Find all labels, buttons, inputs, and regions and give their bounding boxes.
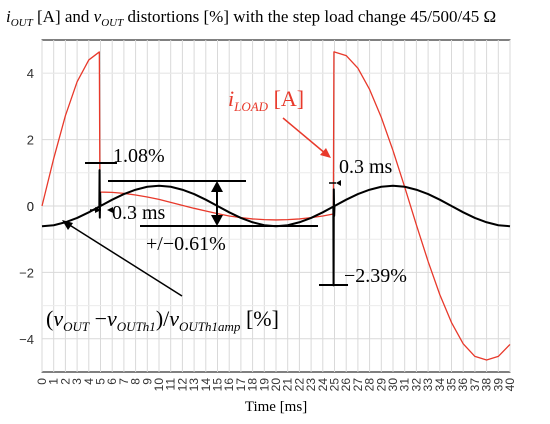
- annotation-peak-positive: 1.08%: [113, 145, 165, 167]
- y-tick-label: 4: [27, 66, 34, 81]
- amplitude-arrow-up: [211, 181, 223, 192]
- amplitude-arrow-down: [211, 215, 223, 226]
- x-tick-label: 35: [445, 378, 459, 392]
- vout-distortion-label: (vOUT −vOUTh1)/vOUTh1amp [%]: [46, 306, 279, 334]
- x-tick-label: 8: [129, 378, 143, 385]
- annotation-delay-2: 0.3 ms: [339, 156, 393, 178]
- x-tick-label: 24: [316, 378, 330, 392]
- x-tick-label: 37: [468, 378, 482, 392]
- x-tick-label: 22: [292, 378, 306, 392]
- x-tick-label: 10: [152, 378, 166, 392]
- y-tick-label: 2: [27, 133, 34, 148]
- chart-title: iOUT [A] and vOUT distortions [%] with t…: [6, 7, 496, 29]
- x-axis-label: Time [ms]: [245, 399, 307, 415]
- x-tick-label: 25: [328, 378, 342, 392]
- vlabel-pointer-head: [62, 220, 73, 230]
- delay-2-arrow: [336, 180, 341, 186]
- x-tick-label: 0: [35, 378, 49, 385]
- grid-lines: [41, 40, 511, 372]
- x-tick-label: 11: [164, 378, 178, 391]
- y-tick-label: 0: [27, 199, 34, 214]
- x-tick-label: 16: [222, 378, 236, 392]
- annotation-peak-negative: −2.39%: [344, 265, 407, 287]
- tick-labels: 0123456789101112131415161718192021222324…: [19, 66, 517, 391]
- x-tick-label: 7: [117, 378, 131, 385]
- annotation-delay-1: 0.3 ms: [112, 202, 166, 224]
- x-tick-label: 23: [304, 378, 318, 392]
- y-tick-label: −4: [19, 332, 34, 347]
- x-tick-label: 39: [491, 378, 505, 392]
- delay-1-arrow: [95, 207, 101, 213]
- x-tick-label: 29: [374, 378, 388, 392]
- x-tick-label: 9: [140, 378, 154, 385]
- iload-label: iLOAD [A]: [228, 86, 304, 114]
- iload-pointer-head: [320, 148, 331, 158]
- x-tick-label: 3: [70, 378, 84, 385]
- series-line-iload: [41, 51, 511, 361]
- annotation-amplitude: +/−0.61%: [146, 233, 226, 255]
- x-tick-label: 6: [105, 378, 119, 385]
- annotation-arrows: [62, 117, 341, 297]
- x-tick-label: 26: [339, 378, 353, 392]
- x-tick-label: 36: [456, 378, 470, 392]
- x-tick-label: 14: [199, 378, 213, 392]
- x-tick-label: 4: [82, 378, 96, 385]
- x-tick-label: 21: [281, 378, 295, 392]
- x-tick-label: 32: [409, 378, 423, 392]
- y-tick-label: 0: [27, 199, 34, 214]
- x-tick-label: 13: [187, 378, 201, 392]
- x-tick-label: 34: [433, 378, 447, 392]
- vlabel-pointer: [67, 223, 183, 297]
- x-tick-label: 2: [58, 378, 72, 385]
- x-tick-label: 18: [246, 378, 260, 392]
- x-tick-label: 20: [269, 378, 283, 392]
- x-tick-label: 31: [398, 378, 412, 392]
- x-tick-label: 27: [351, 378, 365, 392]
- x-tick-label: 33: [421, 378, 435, 392]
- x-tick-label: 12: [175, 378, 189, 392]
- y-tick-label: −2: [19, 265, 34, 280]
- x-tick-label: 19: [257, 378, 271, 392]
- x-tick-label: 30: [386, 378, 400, 392]
- x-tick-label: 1: [47, 378, 61, 385]
- x-tick-label: 15: [211, 378, 225, 392]
- x-tick-label: 38: [480, 378, 494, 392]
- x-tick-label: 17: [234, 378, 248, 392]
- iload-pointer: [282, 117, 327, 155]
- delay-1-arrow-right: [107, 207, 113, 213]
- x-tick-label: 40: [503, 378, 517, 392]
- x-tick-label: 5: [94, 378, 108, 385]
- x-tick-label: 28: [363, 378, 377, 392]
